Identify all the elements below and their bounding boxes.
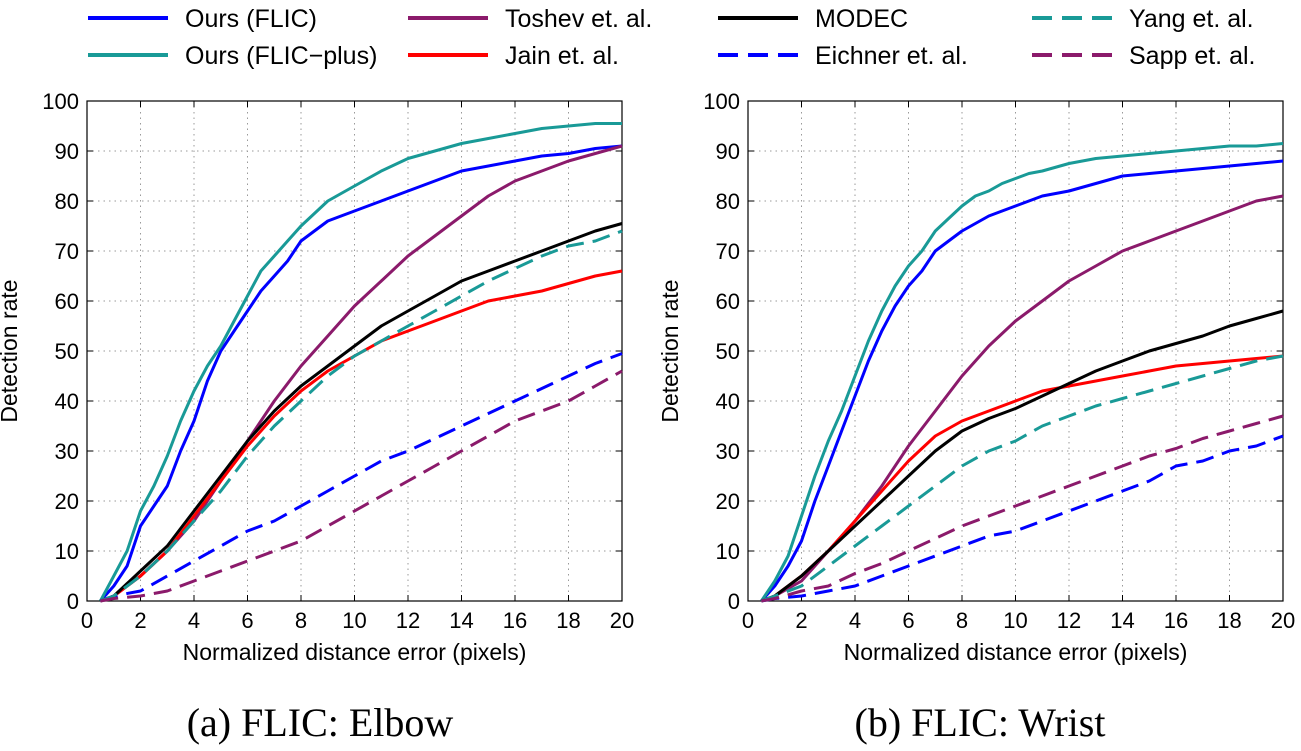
legend-entry-modec: MODEC bbox=[718, 5, 908, 33]
y-tick-label: 90 bbox=[716, 139, 740, 164]
series-line-ours-flic-plus bbox=[760, 142, 1284, 602]
y-tick-label: 30 bbox=[55, 439, 79, 464]
ticks: 0 2 4 6 8 10 12 14 16 18 20 0 10 20 30 40 50 60 70 80 90 100 bbox=[42, 89, 634, 633]
legend-entry-sapp-et-al: Sapp et. al. bbox=[1032, 42, 1255, 70]
x-axis-label: Normalized distance error (pixels) bbox=[844, 639, 1188, 665]
x-tick-label: 6 bbox=[902, 608, 914, 633]
x-tick-label: 10 bbox=[342, 608, 366, 633]
grid bbox=[748, 101, 1283, 601]
grid bbox=[87, 101, 622, 601]
legend-label: Toshev et. al. bbox=[505, 5, 652, 33]
x-tick-label: 20 bbox=[1271, 608, 1295, 633]
series-line-jain-et-al bbox=[760, 354, 1284, 603]
legend-label: Jain et. al. bbox=[505, 42, 619, 70]
elbow-chart: 0 2 4 6 8 10 12 14 16 18 20 0 10 20 30 40 50 60 70 80 90 100 N… bbox=[0, 89, 634, 745]
y-tick-label: 0 bbox=[67, 589, 79, 614]
x-tick-label: 18 bbox=[556, 608, 580, 633]
x-tick-label: 14 bbox=[1110, 608, 1134, 633]
legend-label: Eichner et. al. bbox=[815, 42, 968, 70]
chart-caption: (b) FLIC: Wrist bbox=[855, 700, 1106, 745]
y-tick-label: 80 bbox=[716, 189, 740, 214]
y-tick-label: 100 bbox=[42, 89, 79, 114]
x-tick-label: 16 bbox=[503, 608, 527, 633]
series-line-yang-et-al bbox=[760, 354, 1284, 603]
legend: Ours (FLIC) Ours (FLIC−plus) Toshev et. al… bbox=[88, 5, 1255, 70]
y-tick-label: 60 bbox=[55, 289, 79, 314]
y-tick-label: 20 bbox=[55, 489, 79, 514]
y-tick-label: 0 bbox=[728, 589, 740, 614]
series-line-yang-et-al bbox=[99, 229, 623, 603]
x-tick-label: 20 bbox=[610, 608, 634, 633]
legend-label: Ours (FLIC) bbox=[185, 5, 317, 33]
series-line-sapp-et-al bbox=[761, 414, 1284, 603]
chart-caption: (a) FLIC: Elbow bbox=[187, 700, 454, 745]
y-axis-label: Detection rate bbox=[0, 279, 22, 422]
y-tick-label: 10 bbox=[55, 539, 79, 564]
series-line-sapp-et-al bbox=[100, 369, 623, 603]
x-tick-label: 2 bbox=[795, 608, 807, 633]
x-tick-label: 8 bbox=[295, 608, 307, 633]
series-line-ours-flic-plus bbox=[99, 122, 622, 602]
y-tick-label: 50 bbox=[716, 339, 740, 364]
y-tick-label: 60 bbox=[716, 289, 740, 314]
y-tick-label: 30 bbox=[716, 439, 740, 464]
y-axis-label: Detection rate bbox=[657, 279, 683, 422]
series-line-ours-flic bbox=[760, 159, 1284, 602]
x-axis-label: Normalized distance error (pixels) bbox=[183, 639, 527, 665]
y-tick-label: 70 bbox=[716, 239, 740, 264]
series-group bbox=[99, 122, 623, 603]
x-tick-label: 18 bbox=[1217, 608, 1241, 633]
y-tick-label: 70 bbox=[55, 239, 79, 264]
x-tick-label: 6 bbox=[241, 608, 253, 633]
x-tick-label: 10 bbox=[1003, 608, 1027, 633]
series-line-modec bbox=[760, 309, 1284, 603]
ticks: 0 2 4 6 8 10 12 14 16 18 20 0 10 20 30 40 50 60 70 80 90 100 bbox=[703, 89, 1295, 633]
legend-entry-yang-et-al: Yang et. al. bbox=[1032, 5, 1254, 33]
x-tick-label: 16 bbox=[1164, 608, 1188, 633]
x-tick-label: 4 bbox=[188, 608, 200, 633]
series-line-modec bbox=[99, 222, 623, 603]
y-tick-label: 40 bbox=[55, 389, 79, 414]
legend-label: Ours (FLIC−plus) bbox=[185, 42, 377, 70]
legend-entry-toshev-et-al: Toshev et. al. bbox=[408, 5, 652, 33]
series-line-ours-flic bbox=[99, 144, 623, 602]
y-tick-label: 40 bbox=[716, 389, 740, 414]
y-tick-label: 10 bbox=[716, 539, 740, 564]
wrist-chart: 0 2 4 6 8 10 12 14 16 18 20 0 10 20 30 40 50 60 70 80 90 100 N… bbox=[657, 89, 1295, 745]
x-tick-label: 2 bbox=[134, 608, 146, 633]
x-tick-label: 0 bbox=[81, 608, 93, 633]
y-tick-label: 90 bbox=[55, 139, 79, 164]
series-line-eichner-et-al bbox=[99, 352, 623, 603]
x-tick-label: 14 bbox=[449, 608, 473, 633]
legend-label: Sapp et. al. bbox=[1129, 42, 1255, 70]
x-tick-label: 8 bbox=[956, 608, 968, 633]
series-group bbox=[760, 142, 1284, 603]
y-tick-label: 50 bbox=[55, 339, 79, 364]
legend-entry-ours-flic-plus: Ours (FLIC−plus) bbox=[88, 42, 377, 70]
x-tick-label: 4 bbox=[849, 608, 861, 633]
series-line-eichner-et-al bbox=[761, 434, 1284, 603]
legend-entry-ours-flic: Ours (FLIC) bbox=[88, 5, 317, 33]
x-tick-label: 12 bbox=[396, 608, 420, 633]
y-tick-label: 80 bbox=[55, 189, 79, 214]
legend-entry-eichner-et-al: Eichner et. al. bbox=[718, 42, 968, 70]
y-tick-label: 20 bbox=[716, 489, 740, 514]
y-tick-label: 100 bbox=[703, 89, 740, 114]
x-tick-label: 12 bbox=[1057, 608, 1081, 633]
x-tick-label: 0 bbox=[742, 608, 754, 633]
legend-label: Yang et. al. bbox=[1129, 5, 1254, 33]
legend-label: MODEC bbox=[815, 5, 908, 33]
legend-entry-jain-et-al: Jain et. al. bbox=[408, 42, 619, 70]
